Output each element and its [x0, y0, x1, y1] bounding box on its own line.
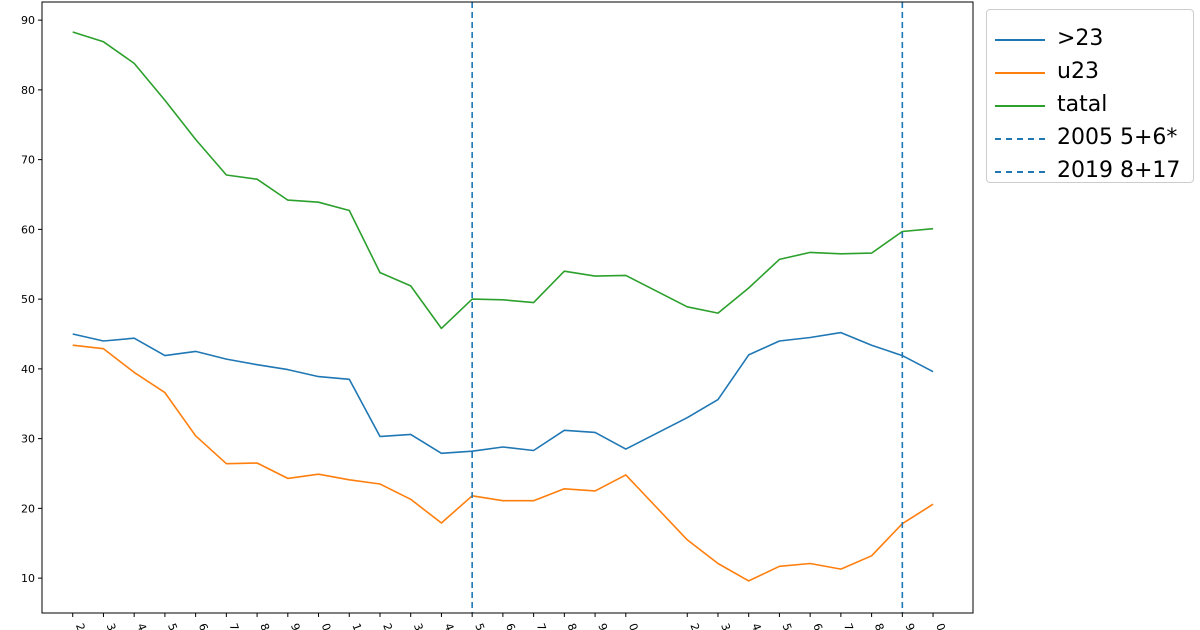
legend-label-vline-2005: 2005 5+6*	[1057, 125, 1178, 150]
y-tick-label-4: 50	[21, 293, 35, 306]
legend-item-u23: u23	[987, 57, 1193, 89]
series-line-0	[72, 331, 934, 455]
x-tick-label-7: 9	[288, 622, 303, 630]
legend: >23 u23 tatal 2005 5+6* 2019 8+17	[986, 9, 1194, 183]
legend-label-vline-2019: 2019 8+17	[1057, 158, 1181, 183]
legend-swatch-over23	[995, 39, 1045, 41]
x-tick-label-4: 6	[196, 622, 211, 630]
y-tick-label-6: 70	[21, 154, 35, 167]
legend-swatch-u23	[995, 72, 1045, 74]
x-tick-label-21: 4	[749, 622, 764, 630]
y-tick-label-1: 20	[21, 502, 35, 515]
x-tick-label-22: 5	[780, 622, 795, 630]
legend-item-vline-2019: 2019 8+17	[987, 156, 1193, 188]
legend-swatch-vline-2005	[995, 138, 1045, 140]
legend-label-over23: >23	[1057, 26, 1104, 51]
x-tick-label-9: 1	[349, 622, 364, 630]
x-tick-label-10: 2	[380, 622, 395, 630]
y-tick-label-8: 90	[21, 14, 35, 27]
x-tick-label-15: 7	[534, 622, 549, 630]
x-tick-label-0: 2	[73, 622, 88, 630]
x-tick-label-6: 8	[257, 622, 272, 630]
legend-label-total: tatal	[1057, 92, 1108, 117]
x-tick-label-24: 7	[841, 622, 856, 630]
x-tick-label-23: 6	[810, 622, 825, 630]
y-axis: 10 20 30 40 50 60 70 80 90	[21, 14, 42, 585]
series-line-2	[72, 31, 934, 330]
legend-swatch-total	[995, 105, 1045, 107]
x-tick-label-16: 8	[565, 622, 580, 630]
legend-item-over23: >23	[987, 24, 1193, 56]
x-tick-label-2: 4	[134, 622, 149, 630]
x-tick-label-3: 5	[165, 622, 180, 630]
y-tick-label-2: 30	[21, 433, 35, 446]
y-tick-label-3: 40	[21, 363, 35, 376]
x-axis: 2 3 4 5 6 7 8 9 0 1 2 3 4 5 6 7 8 9 0 2 3 4 5 6 7 8 9 0	[72, 613, 948, 630]
x-tick-label-25: 8	[872, 622, 887, 630]
plot-area-frame	[41, 1, 974, 614]
legend-label-u23: u23	[1057, 59, 1099, 84]
x-tick-label-11: 3	[411, 622, 426, 630]
y-tick-label-0: 10	[21, 572, 35, 585]
x-tick-label-8: 0	[319, 622, 334, 630]
y-tick-label-5: 60	[21, 223, 35, 236]
y-tick-label-7: 80	[21, 84, 35, 97]
series-line-1	[72, 344, 934, 582]
x-tick-label-17: 9	[595, 622, 610, 630]
x-tick-label-27: 0	[933, 622, 948, 630]
x-tick-label-19: 2	[687, 622, 702, 630]
x-tick-label-13: 5	[472, 622, 487, 630]
x-tick-label-20: 3	[718, 622, 733, 630]
x-tick-label-1: 3	[104, 622, 119, 630]
x-tick-label-18: 0	[626, 622, 641, 630]
x-tick-label-26: 9	[903, 622, 918, 630]
legend-item-vline-2005: 2005 5+6*	[987, 123, 1193, 155]
legend-swatch-vline-2019	[995, 171, 1045, 173]
x-tick-label-12: 4	[442, 622, 457, 630]
legend-item-total: tatal	[987, 90, 1193, 122]
x-tick-label-14: 6	[503, 622, 518, 630]
x-tick-label-5: 7	[227, 622, 242, 630]
